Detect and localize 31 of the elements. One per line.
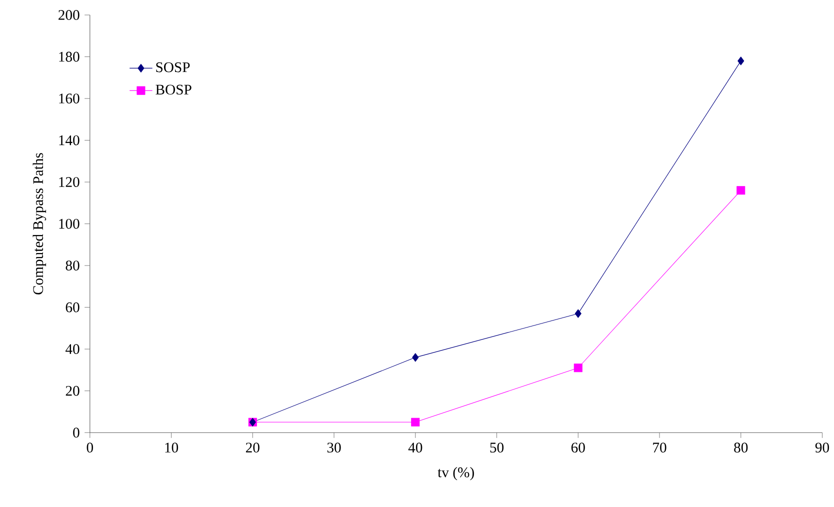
x-tick-label: 0 (86, 442, 94, 453)
x-tick-label: 60 (571, 442, 585, 453)
y-tick-label: 100 (59, 219, 80, 229)
x-tick-label: 40 (408, 442, 422, 453)
y-tick-label: 60 (66, 302, 80, 312)
point (736, 186, 746, 195)
legend-label: SOSP (156, 62, 190, 72)
y-tick-label: 140 (59, 136, 80, 146)
x-tick-label: 50 (490, 442, 504, 453)
x-tick-label: 20 (246, 442, 260, 453)
point (574, 364, 582, 372)
y-axis-title: Computed Bypass Paths (32, 153, 46, 295)
y-tick-label: 180 (59, 52, 80, 62)
point (412, 353, 419, 362)
point (738, 56, 744, 66)
x-tick-label: 90 (815, 442, 830, 453)
x-tick-label: 30 (327, 442, 341, 453)
y-tick-label: 20 (66, 386, 80, 396)
y-tick-label: 40 (66, 344, 80, 354)
y-tick-label: 160 (59, 94, 80, 104)
y-tick-label: 120 (59, 177, 80, 188)
y-tick-label: 0 (73, 428, 80, 438)
point (411, 418, 420, 427)
x-tick-label: 80 (734, 442, 748, 453)
x-axis-title: tv (%) (438, 467, 474, 481)
point (574, 310, 582, 318)
y-tick-label: 200 (58, 10, 80, 20)
x-tick-label: 10 (165, 442, 178, 453)
y-tick-label: 80 (66, 260, 80, 271)
legend-label: BOSP (156, 84, 192, 95)
x-tick-label: 70 (653, 442, 666, 453)
